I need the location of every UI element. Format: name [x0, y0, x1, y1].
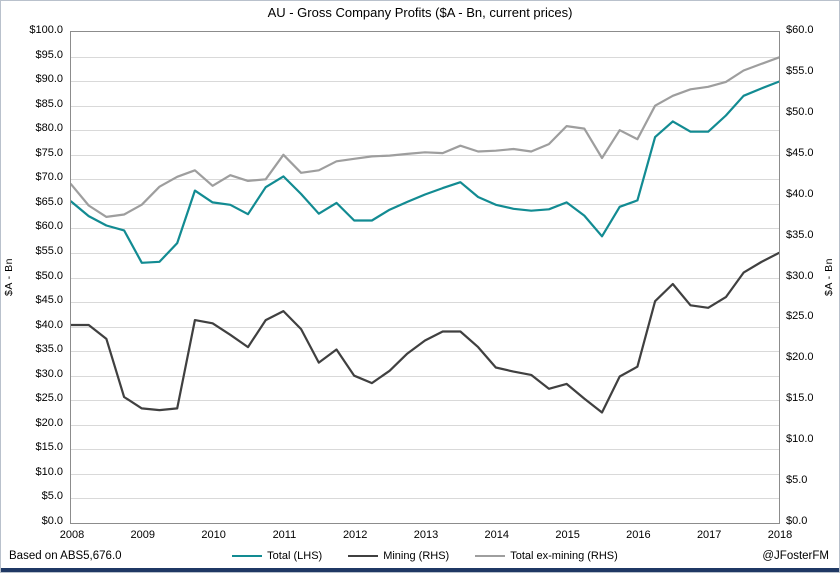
gridline [71, 228, 779, 230]
y-axis-tick-left: $60.0 [35, 220, 63, 233]
gridline [71, 449, 779, 451]
y-axis-tick-left: $75.0 [35, 146, 63, 159]
y-axis-tick-right: $55.0 [786, 64, 814, 77]
y-axis-tick-right: $30.0 [786, 269, 814, 282]
attribution: @JFosterFM [762, 550, 829, 562]
bottom-accent-bar [1, 568, 839, 572]
y-axis-tick-left: $30.0 [35, 367, 63, 380]
y-axis-tick-left: $25.0 [35, 392, 63, 405]
y-axis-tick-right: $45.0 [786, 146, 814, 159]
y-axis-tick-right: $50.0 [786, 105, 814, 118]
y-axis-tick-right: $0.0 [786, 515, 808, 527]
gridline [71, 252, 779, 254]
gridline [71, 424, 779, 426]
y-axis-tick-right: $20.0 [786, 351, 814, 364]
gridline [71, 351, 779, 353]
x-axis-tick: 2014 [484, 529, 510, 541]
y-axis-tick-right: $40.0 [786, 187, 814, 200]
y-axis-tick-right: $60.0 [786, 24, 814, 36]
legend: Total (LHS) Mining (RHS) Total ex-mining (… [70, 550, 780, 562]
series-line-mining-rhs [71, 251, 779, 414]
legend-line-sample-icon [475, 555, 506, 557]
gridline [71, 81, 779, 83]
y-axis-tick-right: $10.0 [786, 433, 814, 446]
source-note: Based on ABS5,676.0 [9, 550, 122, 562]
legend-label: Total (LHS) [267, 550, 323, 562]
gridline [71, 154, 779, 156]
series-line-total-lhs [71, 80, 779, 264]
x-axis-tick: 2013 [413, 529, 439, 541]
gridline [71, 498, 779, 500]
y-axis-tick-right: $15.0 [786, 392, 814, 405]
gridline [71, 277, 779, 279]
y-axis-tick-left: $50.0 [35, 269, 63, 282]
gridline [71, 302, 779, 304]
legend-item-mining-rhs: Mining (RHS) [348, 550, 449, 562]
x-axis-tick: 2009 [130, 529, 156, 541]
y-axis-tick-left: $35.0 [35, 343, 63, 356]
gridline [71, 56, 779, 58]
series-line-total-ex-mining-rhs [71, 56, 779, 218]
y-axis-tick-left: $100.0 [29, 24, 63, 36]
gridline [71, 400, 779, 402]
chart-title: AU - Gross Company Profits ($A - Bn, cur… [267, 5, 573, 20]
y-axis-tick-left: $95.0 [35, 48, 63, 61]
y-axis-tick-left: $20.0 [35, 416, 63, 429]
y-axis-tick-left: $45.0 [35, 294, 63, 307]
gridline [71, 375, 779, 377]
x-axis-tick: 2018 [767, 529, 793, 541]
x-axis-tick: 2017 [696, 529, 722, 541]
y-axis-tick-left: $65.0 [35, 195, 63, 208]
y-axis-tick-right: $25.0 [786, 310, 814, 323]
legend-item-total-lhs: Total (LHS) [232, 550, 322, 562]
y-axis-tick-left: $55.0 [35, 244, 63, 257]
legend-label: Total ex-mining (RHS) [510, 550, 618, 562]
legend-line-sample-icon [348, 555, 379, 557]
y-axis-tick-left: $85.0 [35, 97, 63, 110]
plot-area [70, 31, 780, 524]
y-axis-tick-left: $70.0 [35, 171, 63, 184]
gridline [71, 326, 779, 328]
x-axis-tick: 2012 [342, 529, 368, 541]
y-axis-tick-left: $40.0 [35, 318, 63, 331]
x-axis-tick: 2010 [201, 529, 226, 541]
gridline [71, 105, 779, 107]
legend-line-sample-icon [232, 555, 263, 557]
y-axis-tick-right: $5.0 [786, 474, 808, 487]
series-lines [71, 56, 779, 414]
gridline [71, 203, 779, 205]
legend-item-total-ex-mining-rhs: Total ex-mining (RHS) [475, 550, 618, 562]
gridline [71, 473, 779, 475]
y-axis-tick-left: $0.0 [41, 515, 63, 527]
x-axis-tick: 2015 [555, 529, 580, 541]
gridline [71, 179, 779, 181]
gridline [71, 130, 779, 132]
y-axis-tick-left: $5.0 [41, 490, 63, 503]
y-axis-tick-right: $35.0 [786, 228, 814, 241]
y-axis-tick-left: $90.0 [35, 73, 63, 86]
y-axis-tick-left: $80.0 [35, 122, 63, 135]
y-axis-tick-left: $10.0 [35, 465, 63, 478]
y-axis-tick-left: $15.0 [35, 441, 63, 454]
x-axis-tick: 2011 [272, 529, 297, 541]
x-axis-tick: 2016 [626, 529, 651, 541]
x-axis-tick: 2008 [59, 529, 85, 541]
legend-label: Mining (RHS) [383, 550, 450, 562]
